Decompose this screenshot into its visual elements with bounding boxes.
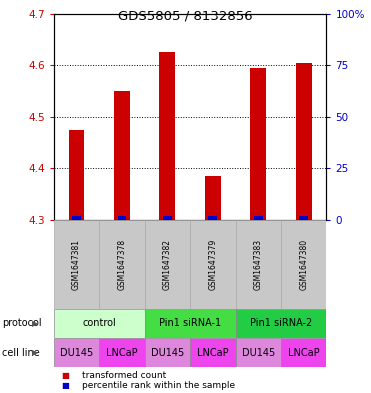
Bar: [190, 338, 236, 367]
Bar: [236, 338, 281, 367]
Text: DU145: DU145: [151, 348, 184, 358]
Text: protocol: protocol: [2, 318, 42, 328]
Bar: [190, 220, 236, 309]
Bar: [54, 220, 99, 309]
Text: control: control: [82, 318, 116, 328]
Bar: [145, 309, 236, 338]
Text: Pin1 siRNA-2: Pin1 siRNA-2: [250, 318, 312, 328]
Bar: [299, 216, 308, 220]
Bar: [54, 338, 99, 367]
Text: GSM1647379: GSM1647379: [209, 239, 217, 290]
Text: DU145: DU145: [60, 348, 93, 358]
Bar: [54, 309, 145, 338]
Text: cell line: cell line: [2, 348, 40, 358]
Bar: [145, 220, 190, 309]
Bar: [205, 176, 221, 220]
Text: LNCaP: LNCaP: [197, 348, 229, 358]
Text: GSM1647380: GSM1647380: [299, 239, 308, 290]
Text: GSM1647382: GSM1647382: [163, 239, 172, 290]
Text: transformed count: transformed count: [82, 371, 166, 380]
Bar: [281, 338, 326, 367]
Bar: [72, 216, 81, 220]
Bar: [250, 68, 266, 220]
Bar: [254, 216, 263, 220]
Bar: [99, 220, 145, 309]
Bar: [236, 309, 326, 338]
Text: ■: ■: [61, 371, 69, 380]
Text: GSM1647383: GSM1647383: [254, 239, 263, 290]
Text: LNCaP: LNCaP: [106, 348, 138, 358]
Bar: [281, 220, 326, 309]
Text: LNCaP: LNCaP: [288, 348, 319, 358]
Bar: [160, 52, 175, 220]
Bar: [99, 338, 145, 367]
Bar: [69, 130, 85, 220]
Text: GSM1647381: GSM1647381: [72, 239, 81, 290]
Text: ■: ■: [61, 381, 69, 389]
Bar: [163, 216, 172, 220]
Text: GSM1647378: GSM1647378: [118, 239, 127, 290]
Bar: [114, 91, 130, 220]
Text: ▶: ▶: [32, 348, 39, 357]
Bar: [236, 220, 281, 309]
Bar: [118, 216, 127, 220]
Text: DU145: DU145: [242, 348, 275, 358]
Text: GDS5805 / 8132856: GDS5805 / 8132856: [118, 10, 253, 23]
Text: percentile rank within the sample: percentile rank within the sample: [82, 381, 235, 389]
Text: Pin1 siRNA-1: Pin1 siRNA-1: [159, 318, 221, 328]
Text: ▶: ▶: [32, 319, 39, 328]
Bar: [209, 216, 217, 220]
Bar: [145, 338, 190, 367]
Bar: [296, 63, 312, 220]
